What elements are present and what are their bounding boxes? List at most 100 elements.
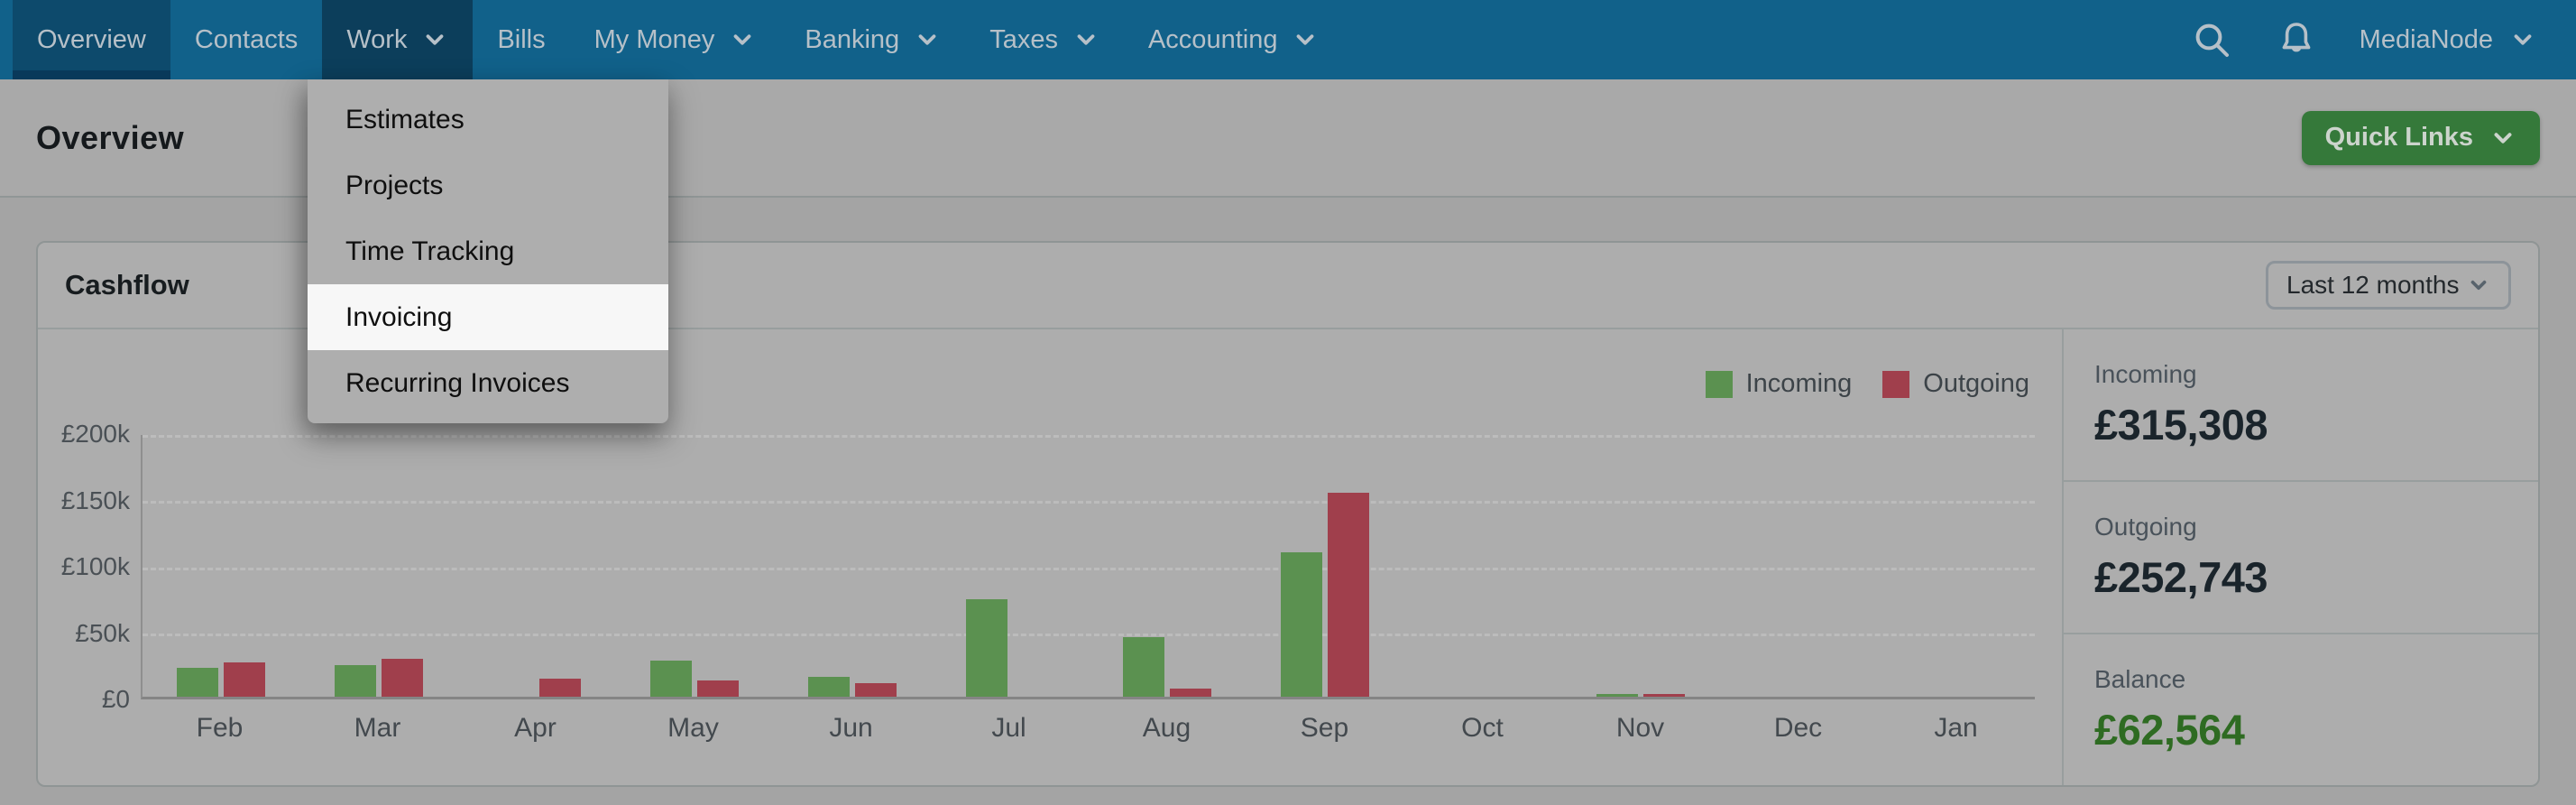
summary-label: Balance bbox=[2094, 665, 2186, 693]
y-axis-tick: £150k bbox=[60, 486, 130, 514]
chevron-down-icon bbox=[2509, 26, 2536, 53]
incoming-bar-nov bbox=[1596, 694, 1638, 697]
nav-item-taxes[interactable]: Taxes bbox=[965, 0, 1124, 79]
month-label-jul: Jul bbox=[991, 713, 1026, 743]
quick-links-label: Quick Links bbox=[2324, 123, 2473, 152]
month-label-dec: Dec bbox=[1773, 713, 1823, 743]
period-selector[interactable]: Last 12 months bbox=[2266, 261, 2511, 310]
incoming-bar-jun bbox=[807, 677, 850, 697]
nav-item-label: Work bbox=[346, 24, 408, 54]
menu-item-time-tracking[interactable]: Time Tracking bbox=[308, 218, 668, 284]
search-icon[interactable] bbox=[2190, 18, 2233, 61]
incoming-bar-may bbox=[649, 661, 692, 697]
chart-legend: Incoming Outgoing bbox=[1705, 369, 2029, 399]
summary-row-incoming: Incoming £315,308 bbox=[2064, 329, 2538, 482]
outgoing-bar-feb bbox=[224, 662, 266, 697]
account-menu[interactable]: MediaNode bbox=[2360, 25, 2536, 55]
legend-item-incoming[interactable]: Incoming bbox=[1705, 369, 1852, 399]
nav-item-bills[interactable]: Bills bbox=[473, 0, 569, 79]
quick-links-button[interactable]: Quick Links bbox=[2301, 110, 2540, 165]
month-label-mar: Mar bbox=[354, 713, 401, 743]
chevron-down-icon bbox=[729, 26, 756, 53]
summary-row-balance: Balance £62,564 bbox=[2064, 634, 2538, 785]
incoming-bar-sep bbox=[1281, 552, 1323, 697]
menu-item-label: Estimates bbox=[345, 104, 465, 134]
outgoing-bar-apr bbox=[539, 678, 582, 697]
month-label-jan: Jan bbox=[1934, 713, 1978, 743]
cashflow-summary-panel: Incoming £315,308 Outgoing £252,743 Bala… bbox=[2062, 329, 2538, 785]
legend-item-outgoing[interactable]: Outgoing bbox=[1882, 369, 2029, 399]
bar-slot-dec bbox=[1719, 435, 1877, 697]
period-selector-value: Last 12 months bbox=[2286, 271, 2460, 299]
chevron-down-icon bbox=[421, 26, 448, 53]
month-label-oct: Oct bbox=[1461, 713, 1504, 743]
gridline-200k bbox=[143, 435, 2035, 438]
bar-slot-oct bbox=[1404, 435, 1562, 697]
nav-item-overview[interactable]: Overview bbox=[13, 0, 170, 79]
outgoing-bar-jun bbox=[854, 683, 897, 697]
bar-slot-jul bbox=[931, 435, 1089, 697]
month-label-jun: Jun bbox=[829, 713, 873, 743]
menu-item-recurring-invoices[interactable]: Recurring Invoices bbox=[308, 350, 668, 416]
bar-slots bbox=[143, 435, 2035, 697]
navbar-right-group: MediaNode bbox=[2190, 0, 2576, 79]
bar-slot-mar bbox=[300, 435, 458, 697]
nav-item-label: Contacts bbox=[194, 24, 299, 54]
outgoing-total-value: £252,743 bbox=[2094, 553, 2268, 601]
bar-slot-feb bbox=[143, 435, 300, 697]
menu-item-projects[interactable]: Projects bbox=[308, 153, 668, 218]
nav-item-label: Overview bbox=[37, 24, 146, 54]
incoming-bar-feb bbox=[177, 667, 219, 697]
y-axis-tick: £50k bbox=[75, 618, 130, 647]
work-dropdown-menu: Estimates Projects Time Tracking Invoici… bbox=[308, 79, 668, 423]
nav-item-work[interactable]: Work bbox=[322, 0, 474, 79]
bar-slot-aug bbox=[1089, 435, 1247, 697]
month-label-sep: Sep bbox=[1300, 713, 1349, 743]
bar-slot-nov bbox=[1561, 435, 1719, 697]
cashflow-card-header: Cashflow Last 12 months bbox=[38, 243, 2538, 329]
cashflow-title: Cashflow bbox=[65, 269, 189, 301]
chevron-down-icon bbox=[2489, 125, 2516, 152]
y-axis-tick: £200k bbox=[60, 420, 130, 448]
chart-plot-area bbox=[141, 435, 2035, 699]
cashflow-card-body: Incoming Outgoing £200k £150k £100k £50k… bbox=[38, 329, 2538, 785]
account-name: MediaNode bbox=[2359, 24, 2493, 54]
month-labels: Feb Mar Apr May Jun Jul Aug Sep Oct Nov Dec Jan bbox=[141, 713, 2035, 744]
nav-item-contacts[interactable]: Contacts bbox=[170, 0, 322, 79]
summary-label: Outgoing bbox=[2094, 513, 2197, 541]
nav-item-label: My Money bbox=[593, 24, 715, 54]
legend-label: Outgoing bbox=[1923, 369, 2029, 398]
month-label-nov: Nov bbox=[1615, 713, 1665, 743]
month-label-aug: Aug bbox=[1142, 713, 1191, 743]
outgoing-bar-sep bbox=[1328, 493, 1370, 697]
month-label-may: May bbox=[667, 713, 719, 743]
balance-total-value: £62,564 bbox=[2094, 706, 2245, 754]
nav-item-label: Bills bbox=[497, 24, 546, 54]
menu-item-label: Invoicing bbox=[345, 301, 453, 332]
chevron-down-icon bbox=[1292, 26, 1319, 53]
cashflow-chart: Incoming Outgoing £200k £150k £100k £50k… bbox=[38, 329, 2062, 785]
nav-item-label: Banking bbox=[805, 24, 900, 54]
notifications-bell-icon[interactable] bbox=[2275, 18, 2318, 61]
outgoing-bar-nov bbox=[1642, 694, 1685, 697]
nav-item-banking[interactable]: Banking bbox=[780, 0, 965, 79]
menu-item-label: Recurring Invoices bbox=[345, 367, 570, 398]
bar-slot-jan bbox=[1877, 435, 2035, 697]
summary-row-outgoing: Outgoing £252,743 bbox=[2064, 482, 2538, 634]
bar-slot-may bbox=[615, 435, 773, 697]
incoming-bar-mar bbox=[335, 664, 377, 697]
top-navbar: Overview Contacts Work Bills My Money Ba… bbox=[0, 0, 2576, 79]
month-label-feb: Feb bbox=[196, 713, 244, 743]
gridline-150k bbox=[143, 501, 2035, 504]
menu-item-invoicing[interactable]: Invoicing bbox=[308, 284, 668, 350]
bar-slot-sep bbox=[1247, 435, 1404, 697]
nav-item-my-money[interactable]: My Money bbox=[570, 0, 781, 79]
nav-item-label: Accounting bbox=[1147, 24, 1278, 54]
nav-item-accounting[interactable]: Accounting bbox=[1124, 0, 1344, 79]
month-label-apr: Apr bbox=[514, 713, 557, 743]
outgoing-bar-mar bbox=[382, 658, 424, 697]
menu-item-label: Time Tracking bbox=[345, 236, 515, 266]
menu-item-estimates[interactable]: Estimates bbox=[308, 87, 668, 153]
chevron-down-icon bbox=[1072, 26, 1099, 53]
summary-label: Incoming bbox=[2094, 360, 2197, 388]
